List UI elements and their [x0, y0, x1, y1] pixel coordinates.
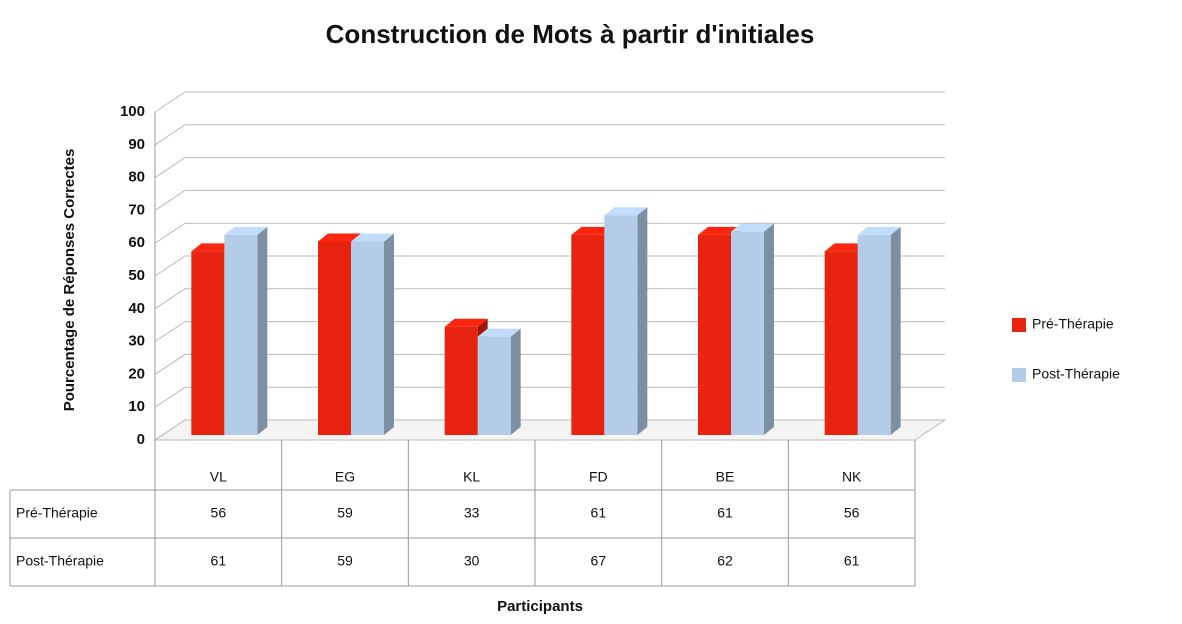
table-value: 61	[844, 553, 860, 569]
bar-top	[698, 226, 741, 235]
bar-top	[571, 226, 615, 235]
grid-line	[154, 222, 945, 244]
bar-side	[257, 226, 268, 435]
bar-top	[857, 226, 901, 235]
bar	[857, 234, 891, 435]
table-row-header: Post-Thérapie	[16, 553, 104, 569]
y-tick-label: 90	[128, 136, 145, 153]
y-tick-label: 10	[128, 398, 145, 415]
bar	[444, 326, 478, 435]
table-value: 59	[337, 553, 353, 569]
bar	[571, 234, 605, 435]
bar-top	[318, 233, 361, 242]
y-tick-label: 40	[128, 300, 145, 317]
grid-line	[154, 353, 945, 375]
x-tick-label: NK	[842, 469, 862, 485]
bar	[318, 241, 351, 435]
bar-top	[191, 243, 235, 252]
bar	[824, 251, 858, 435]
grid-line	[154, 255, 945, 277]
bar-side	[384, 233, 394, 435]
table-value: 61	[211, 553, 227, 569]
table-value: 33	[464, 505, 480, 521]
y-tick-label: 70	[128, 201, 145, 218]
bar	[477, 336, 511, 435]
bar-side	[637, 207, 648, 435]
table-value: 56	[211, 505, 227, 521]
grid-line	[154, 189, 945, 211]
table-value: 61	[717, 505, 733, 521]
grid-line	[154, 91, 945, 113]
bar	[731, 231, 764, 435]
legend-label: Post-Thérapie	[1032, 366, 1120, 382]
table-value: 59	[337, 505, 353, 521]
x-axis-label: Participants	[497, 598, 583, 615]
x-tick-label: VL	[210, 469, 227, 485]
bar-top	[477, 328, 521, 337]
y-tick-label: 80	[128, 169, 145, 186]
table-value: 56	[844, 505, 860, 521]
bar	[604, 215, 638, 435]
y-tick-label: 20	[128, 365, 145, 382]
x-tick-label: FD	[589, 469, 608, 485]
bar	[191, 251, 225, 435]
grid-line	[154, 157, 945, 179]
grid-line	[154, 419, 945, 441]
bar-top	[604, 207, 648, 216]
legend-swatch	[1012, 368, 1026, 382]
bar	[224, 234, 258, 435]
table-value: 62	[717, 553, 733, 569]
grid-line	[154, 321, 945, 343]
x-tick-label: KL	[463, 469, 480, 485]
x-tick-label: EG	[335, 469, 355, 485]
bar-top	[351, 233, 394, 242]
legend-swatch	[1012, 318, 1026, 332]
y-tick-label: 50	[128, 267, 145, 284]
bar-top	[731, 223, 774, 232]
y-tick-label: 30	[128, 333, 145, 350]
x-tick-label: BE	[716, 469, 735, 485]
bar-side	[764, 223, 774, 435]
y-tick-label: 0	[137, 431, 145, 448]
table-value: 30	[464, 553, 480, 569]
bar-side	[510, 328, 521, 435]
bar	[351, 241, 384, 435]
table-value: 67	[591, 553, 607, 569]
legend-label: Pré-Thérapie	[1032, 316, 1114, 332]
bar-top	[444, 318, 488, 327]
grid-line	[154, 386, 945, 408]
table-value: 61	[591, 505, 607, 521]
table-row-header: Pré-Thérapie	[16, 505, 98, 521]
y-tick-label: 100	[120, 103, 145, 120]
bar-top	[224, 226, 268, 235]
bar-top	[824, 243, 868, 252]
chart-title: Construction de Mots à partir d'initiale…	[326, 19, 815, 49]
bar-side	[890, 226, 901, 435]
grid-line	[154, 288, 945, 310]
y-tick-label: 60	[128, 234, 145, 251]
grid-line	[154, 124, 945, 146]
bar	[698, 234, 731, 435]
y-axis-label: Pourcentage de Réponses Correctes	[61, 149, 78, 412]
